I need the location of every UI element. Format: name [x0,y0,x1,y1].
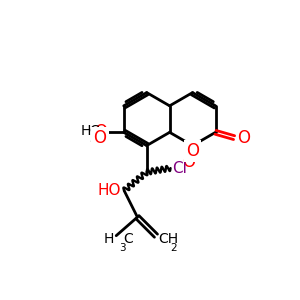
Text: H: H [81,124,91,138]
Text: O: O [182,153,195,171]
Text: 2: 2 [171,243,177,253]
Text: 3: 3 [89,134,96,144]
Text: H: H [104,232,114,246]
Text: O: O [237,129,250,147]
Text: HO: HO [98,183,121,198]
Text: 3: 3 [119,243,126,253]
Text: C: C [123,232,133,246]
Text: Cl: Cl [172,160,188,175]
Text: C: C [89,124,99,138]
Text: O: O [93,129,106,147]
Text: CH: CH [158,232,178,246]
Text: O: O [94,123,107,141]
Text: O: O [186,142,199,160]
